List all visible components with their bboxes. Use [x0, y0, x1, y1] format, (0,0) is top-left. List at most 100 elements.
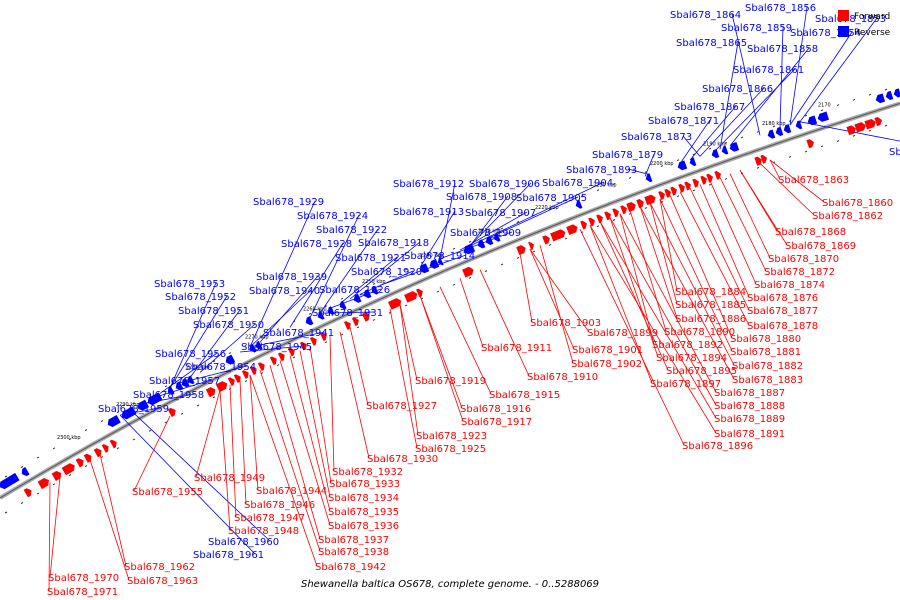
reverse-gene[interactable] [120, 406, 137, 421]
forward-gene[interactable] [706, 173, 714, 183]
forward-gene[interactable] [596, 214, 605, 224]
forward-gene[interactable] [684, 181, 692, 191]
forward-gene[interactable] [864, 118, 877, 130]
forward-gene[interactable] [670, 186, 678, 196]
reverse-gene[interactable] [224, 354, 236, 366]
reverse-gene[interactable] [428, 258, 440, 270]
forward-gene[interactable] [588, 217, 597, 227]
forward-gene[interactable] [319, 331, 328, 342]
forward-gene[interactable] [760, 154, 768, 164]
reverse-gene[interactable] [476, 239, 486, 250]
forward-gene[interactable] [101, 443, 110, 453]
forward-gene[interactable] [343, 320, 352, 330]
reverse-gene[interactable] [885, 90, 894, 100]
reverse-gene[interactable] [807, 115, 818, 126]
forward-gene[interactable] [23, 487, 33, 498]
reverse-gene[interactable] [254, 340, 263, 350]
forward-gene[interactable] [362, 311, 371, 322]
forward-gene[interactable] [351, 316, 360, 327]
forward-gene[interactable] [83, 453, 93, 463]
forward-gene[interactable] [806, 138, 815, 149]
forward-gene[interactable] [257, 361, 266, 372]
forward-gene[interactable] [167, 407, 177, 417]
forward-gene[interactable] [612, 208, 621, 218]
reverse-gene[interactable] [370, 285, 379, 295]
forward-gene[interactable] [846, 125, 857, 136]
reverse-gene[interactable] [492, 232, 501, 242]
reverse-gene[interactable] [817, 111, 830, 123]
reverse-gene[interactable] [338, 300, 347, 310]
forward-gene[interactable] [580, 220, 589, 230]
forward-gene[interactable] [644, 194, 657, 206]
reverse-gene[interactable] [304, 316, 314, 327]
forward-gene[interactable] [269, 355, 278, 366]
forward-gene[interactable] [277, 352, 286, 362]
forward-gene[interactable] [215, 380, 229, 393]
forward-gene[interactable] [550, 228, 567, 242]
reverse-gene[interactable] [775, 126, 784, 137]
reverse-gene[interactable] [418, 263, 430, 275]
reverse-gene[interactable] [677, 160, 688, 171]
forward-gene[interactable] [37, 477, 51, 490]
reverse-gene[interactable] [484, 235, 494, 246]
forward-gene[interactable] [309, 336, 318, 346]
forward-gene[interactable] [636, 198, 645, 209]
forward-gene[interactable] [404, 290, 418, 303]
forward-gene[interactable] [692, 178, 700, 188]
reverse-gene[interactable] [186, 375, 195, 385]
forward-gene[interactable] [542, 235, 552, 245]
forward-gene[interactable] [51, 470, 63, 482]
reverse-gene[interactable] [20, 467, 30, 477]
forward-gene[interactable] [874, 116, 883, 127]
forward-gene[interactable] [620, 205, 629, 215]
forward-gene[interactable] [241, 369, 250, 379]
reverse-gene[interactable] [146, 392, 163, 407]
forward-gene[interactable] [227, 376, 236, 387]
forward-gene[interactable] [249, 365, 258, 376]
forward-gene[interactable] [854, 122, 867, 133]
reverse-gene[interactable] [645, 173, 653, 183]
forward-gene[interactable] [299, 341, 308, 351]
reverse-gene[interactable] [575, 199, 583, 209]
forward-gene[interactable] [516, 244, 526, 256]
forward-gene[interactable] [664, 188, 672, 198]
forward-gene[interactable] [678, 183, 686, 193]
reverse-gene[interactable] [0, 472, 20, 490]
reverse-gene[interactable] [729, 141, 740, 152]
reverse-gene[interactable] [711, 148, 720, 159]
reverse-gene[interactable] [767, 129, 776, 140]
forward-gene[interactable] [61, 462, 76, 476]
reverse-gene[interactable] [316, 310, 325, 320]
forward-gene[interactable] [75, 457, 85, 468]
forward-gene[interactable] [287, 347, 296, 357]
reverse-gene[interactable] [180, 378, 190, 388]
forward-gene[interactable] [233, 373, 242, 384]
forward-gene[interactable] [462, 266, 474, 278]
forward-gene[interactable] [700, 175, 708, 185]
forward-gene[interactable] [658, 190, 666, 200]
reverse-gene[interactable] [721, 145, 729, 155]
reverse-gene[interactable] [795, 120, 803, 130]
forward-gene[interactable] [93, 447, 103, 458]
reverse-gene[interactable] [352, 293, 362, 304]
forward-gene[interactable] [416, 288, 424, 298]
reverse-gene[interactable] [166, 385, 175, 395]
reverse-gene[interactable] [462, 243, 476, 255]
reverse-gene[interactable] [875, 93, 886, 104]
reverse-gene[interactable] [893, 88, 900, 98]
forward-gene[interactable] [754, 156, 763, 166]
reverse-gene[interactable] [783, 124, 792, 134]
forward-gene[interactable] [626, 201, 637, 212]
forward-gene[interactable] [528, 241, 536, 251]
forward-gene[interactable] [205, 386, 217, 398]
reverse-gene[interactable] [436, 257, 444, 266]
forward-gene[interactable] [714, 170, 722, 180]
forward-gene[interactable] [109, 439, 118, 449]
reverse-gene[interactable] [248, 343, 257, 353]
reverse-gene[interactable] [106, 415, 121, 428]
forward-gene[interactable] [604, 211, 613, 221]
forward-gene[interactable] [388, 297, 402, 310]
forward-gene[interactable] [566, 224, 579, 235]
reverse-gene[interactable] [174, 381, 184, 392]
reverse-gene[interactable] [689, 157, 697, 167]
